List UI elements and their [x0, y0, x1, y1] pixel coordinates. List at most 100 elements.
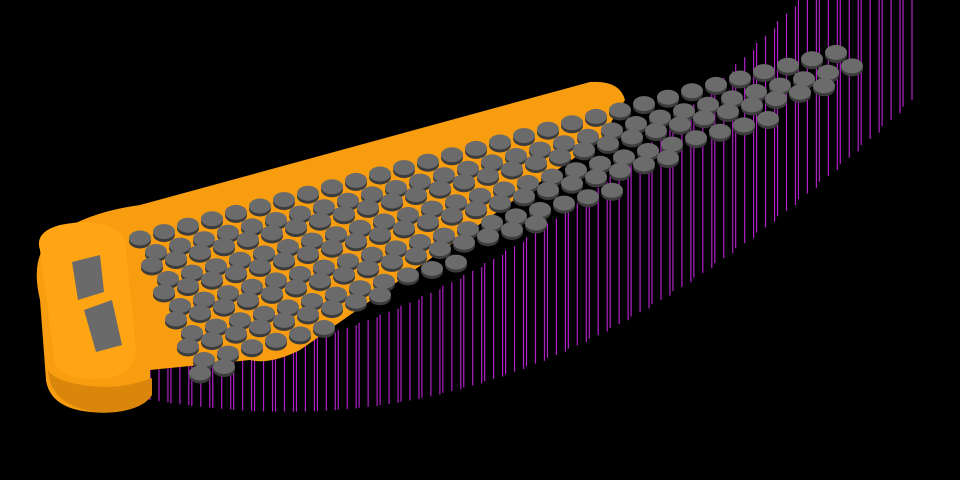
disk	[345, 233, 367, 249]
disk	[729, 70, 751, 86]
disk	[733, 117, 755, 133]
disk	[457, 221, 479, 237]
disk	[225, 325, 247, 341]
disk	[349, 280, 371, 296]
disk	[669, 116, 691, 132]
disk	[633, 96, 655, 112]
disk	[289, 205, 311, 221]
disk	[573, 142, 595, 158]
disk	[673, 103, 695, 119]
disk	[261, 225, 283, 241]
disk	[597, 135, 619, 151]
disk	[801, 51, 823, 67]
disk	[309, 273, 331, 289]
disk	[153, 284, 175, 300]
disk	[685, 130, 707, 146]
disk	[277, 299, 299, 315]
disk	[237, 292, 259, 308]
disk	[429, 180, 451, 196]
disk	[529, 141, 551, 157]
disk	[525, 215, 547, 231]
disk	[325, 286, 347, 302]
disk	[381, 193, 403, 209]
disk	[561, 175, 583, 191]
disk	[169, 298, 191, 313]
disk	[577, 128, 599, 144]
disk	[625, 116, 647, 131]
disk	[213, 298, 235, 314]
disk	[453, 174, 475, 190]
disk	[465, 140, 487, 156]
disk	[397, 267, 419, 283]
disk	[153, 224, 175, 240]
disk	[213, 359, 235, 375]
disk	[313, 199, 335, 215]
disk	[145, 244, 167, 259]
disk	[589, 155, 611, 171]
disk	[369, 226, 391, 242]
disk	[613, 149, 635, 165]
disk	[157, 271, 179, 286]
disk	[301, 232, 323, 248]
disk	[373, 213, 395, 229]
disk	[553, 195, 575, 211]
disk	[169, 237, 191, 253]
disk	[429, 241, 451, 257]
disk	[757, 111, 779, 126]
disk	[441, 147, 463, 163]
disk	[601, 182, 623, 198]
disk	[753, 64, 775, 80]
disk	[777, 57, 799, 73]
disk	[289, 266, 311, 281]
disk	[817, 64, 839, 80]
disk	[385, 240, 407, 256]
disk	[193, 352, 215, 367]
disk	[481, 214, 503, 230]
disk	[789, 84, 811, 100]
disk	[609, 102, 631, 118]
disk	[205, 318, 227, 334]
disk	[285, 279, 307, 295]
disk	[441, 207, 463, 223]
disk	[189, 365, 211, 381]
disk	[277, 239, 299, 254]
disk	[229, 312, 251, 328]
disk	[297, 185, 319, 201]
disk	[313, 259, 335, 275]
disk	[357, 260, 379, 276]
disk	[165, 311, 187, 327]
disk	[217, 345, 239, 361]
disk	[273, 192, 295, 208]
disk	[489, 194, 511, 210]
disk	[717, 103, 739, 119]
disk	[433, 227, 455, 243]
disk	[633, 156, 655, 172]
disk	[561, 115, 583, 131]
disk	[345, 172, 367, 188]
disk	[549, 148, 571, 164]
disk	[141, 257, 163, 273]
disk	[825, 44, 847, 60]
disk	[409, 173, 431, 189]
disk	[705, 76, 727, 92]
disk	[585, 108, 607, 124]
disk	[609, 162, 631, 178]
disk	[417, 214, 439, 230]
disk	[517, 175, 539, 190]
disk	[217, 285, 239, 301]
disk	[369, 166, 391, 182]
disk	[181, 325, 203, 340]
disk	[477, 228, 499, 244]
disk	[241, 339, 263, 355]
disk	[657, 89, 679, 105]
disk	[553, 135, 575, 151]
disk	[537, 121, 559, 137]
disk	[481, 154, 503, 170]
disk	[445, 194, 467, 210]
disk	[513, 128, 535, 144]
disk	[249, 319, 271, 335]
disk	[529, 202, 551, 217]
disk	[385, 180, 407, 195]
disk	[253, 305, 275, 321]
